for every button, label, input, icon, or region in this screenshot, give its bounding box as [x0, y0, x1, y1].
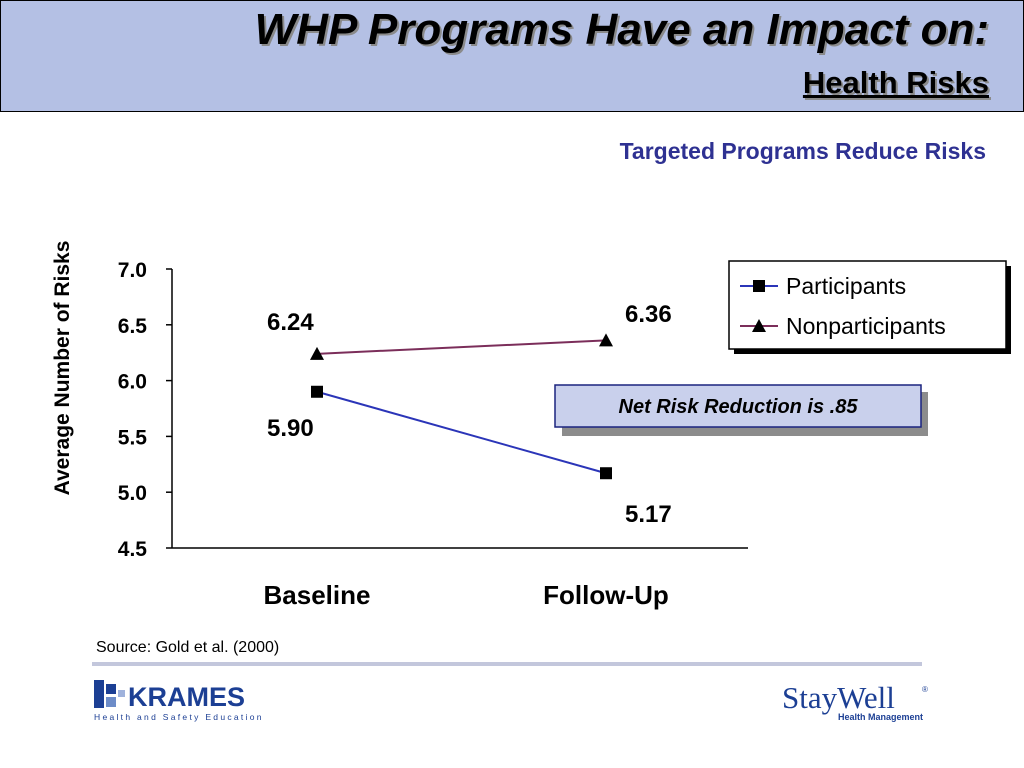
series-line-participants	[316, 390, 607, 475]
callout-text: Net Risk Reduction is .85	[619, 396, 859, 418]
header-banner: WHP Programs Have an Impact on: Health R…	[0, 0, 1024, 112]
y-tick-label: 5.5	[118, 426, 148, 449]
chart-axes: 7.0 6.5 6.0 5.5 5.0 4.5 Baseline Follow-Up Avera…	[51, 241, 748, 610]
data-point-marker	[310, 346, 324, 360]
y-tick-label: 7.0	[118, 259, 147, 282]
staywell-tagline: Health Management	[838, 712, 923, 722]
krames-mark-square	[106, 697, 116, 707]
x-category-label: Baseline	[264, 580, 371, 610]
y-tick-label: 5.0	[118, 482, 147, 505]
legend-marker	[753, 280, 765, 292]
legend-label: Nonparticipants	[786, 313, 946, 339]
krames-mark-bar	[94, 680, 104, 708]
krames-logo: KRAMES Health and Safety Education	[94, 680, 264, 722]
source-citation: Source: Gold et al. (2000)	[96, 639, 280, 656]
data-label: 5.17	[625, 501, 672, 528]
series-line-nonparticipants	[316, 339, 607, 355]
y-tick-label: 6.0	[118, 371, 147, 394]
data-point-marker	[311, 385, 323, 398]
x-category-label: Follow-Up	[543, 580, 669, 610]
krames-mark-square	[106, 684, 116, 694]
page-subtitle: Health Risks	[802, 65, 989, 100]
y-tick-label: 6.5	[118, 315, 148, 338]
krames-tagline: Health and Safety Education	[94, 712, 264, 722]
krames-wordmark: KRAMES	[128, 682, 245, 712]
callout-box	[554, 384, 922, 428]
data-point-marker	[599, 333, 613, 347]
data-label: 6.36	[625, 301, 672, 328]
staywell-logo: StayWell ® Health Management	[782, 680, 928, 722]
legend-label: Participants	[786, 273, 906, 299]
chart-series: 5.90 5.17 6.24 6.36	[267, 301, 672, 528]
y-axis-title: Average Number of Risks	[51, 241, 74, 496]
data-label: 5.90	[267, 415, 314, 442]
data-label: 6.24	[267, 309, 314, 336]
net-risk-callout: Net Risk Reduction is .85	[554, 384, 928, 436]
registered-mark-icon: ®	[922, 685, 928, 694]
chart-tagline: Targeted Programs Reduce Risks	[619, 138, 986, 164]
krames-mark-square	[118, 690, 125, 697]
page-title: WHP Programs Have an Impact on:	[254, 5, 989, 54]
y-tick-label: 4.5	[118, 538, 148, 561]
chart-legend: Participants Nonparticipants	[728, 260, 1011, 354]
data-point-marker	[600, 467, 612, 480]
legend-marker	[752, 319, 766, 332]
line-chart: 7.0 6.5 6.0 5.5 5.0 4.5 Baseline Follow-Up Avera…	[51, 241, 1011, 610]
staywell-wordmark: StayWell	[782, 680, 895, 715]
footer-divider	[92, 662, 922, 666]
legend-box	[728, 260, 1007, 350]
